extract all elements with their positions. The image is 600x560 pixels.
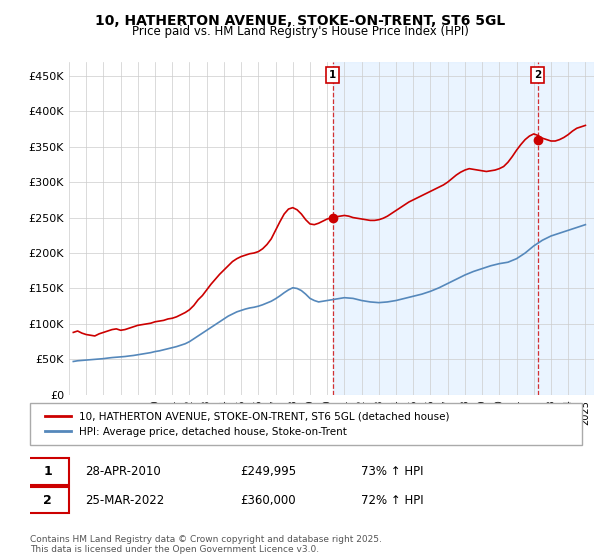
FancyBboxPatch shape <box>30 403 582 445</box>
Text: 10, HATHERTON AVENUE, STOKE-ON-TRENT, ST6 5GL: 10, HATHERTON AVENUE, STOKE-ON-TRENT, ST… <box>95 14 505 28</box>
Text: £249,995: £249,995 <box>240 465 296 478</box>
Text: 25-MAR-2022: 25-MAR-2022 <box>85 493 164 507</box>
Bar <box>333 62 594 395</box>
Legend: 10, HATHERTON AVENUE, STOKE-ON-TRENT, ST6 5GL (detached house), HPI: Average pri: 10, HATHERTON AVENUE, STOKE-ON-TRENT, ST… <box>41 408 454 441</box>
FancyBboxPatch shape <box>27 458 68 484</box>
Text: 1: 1 <box>43 465 52 478</box>
Text: 2: 2 <box>43 493 52 507</box>
Text: Contains HM Land Registry data © Crown copyright and database right 2025.
This d: Contains HM Land Registry data © Crown c… <box>30 535 382 554</box>
Text: 73% ↑ HPI: 73% ↑ HPI <box>361 465 424 478</box>
FancyBboxPatch shape <box>27 487 68 514</box>
Text: 2: 2 <box>534 70 541 80</box>
Text: 1: 1 <box>329 70 337 80</box>
Text: 28-APR-2010: 28-APR-2010 <box>85 465 161 478</box>
Text: 72% ↑ HPI: 72% ↑ HPI <box>361 493 424 507</box>
Text: £360,000: £360,000 <box>240 493 295 507</box>
Text: Price paid vs. HM Land Registry's House Price Index (HPI): Price paid vs. HM Land Registry's House … <box>131 25 469 38</box>
